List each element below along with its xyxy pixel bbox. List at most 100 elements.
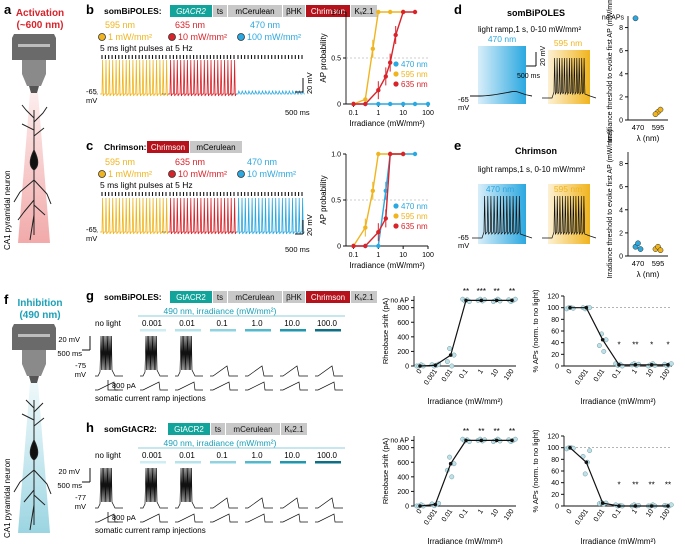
x-tick-label: 0.01	[593, 508, 607, 523]
mean-point	[479, 298, 484, 303]
scale-v: 20 mV	[305, 214, 314, 236]
series-line	[353, 11, 415, 105]
construct-part: βHK	[286, 293, 302, 302]
data-point	[412, 101, 418, 107]
data-point	[393, 32, 398, 38]
y-tick-label: 0	[337, 102, 341, 109]
legend-label: 595 nm	[401, 212, 428, 221]
data-point	[387, 60, 393, 65]
y-tick-label: 6	[619, 48, 623, 55]
scale-t: 500 ms	[285, 245, 310, 254]
significance-star: **	[632, 340, 638, 349]
legend-marker	[393, 223, 399, 229]
construct-kv21: Kᵥ2.1	[354, 7, 374, 16]
data-point	[376, 230, 381, 235]
x-tick-label: 0.1	[349, 252, 359, 259]
current-ramp	[210, 513, 238, 523]
construct-label: somBiPOLES:	[104, 6, 162, 16]
x-tick-label: 1	[631, 368, 639, 375]
data-point	[370, 188, 376, 193]
significance-star: ***	[477, 287, 486, 296]
mean-point	[494, 438, 499, 443]
voltage-trace	[95, 467, 123, 509]
pulse-ticks	[237, 55, 303, 59]
construct-bar-b: somBiPOLES: GtACR2 ts mCerulean βHK Chri…	[104, 5, 377, 17]
y-tick-label: 60	[551, 469, 559, 476]
cond-marker	[168, 33, 176, 41]
trace-path	[100, 197, 169, 235]
y-tick-label: 800	[397, 445, 409, 452]
current-ramp	[245, 381, 273, 391]
cond-irr: 10 mW/mm²	[247, 169, 296, 179]
mean-point	[600, 501, 605, 505]
scale-bar	[526, 52, 537, 67]
pulse-protocol: 5 ms light pulses at 5 Hz	[100, 180, 193, 190]
irradiance-level: 1.0	[251, 451, 263, 460]
voltage-trace-470	[230, 197, 305, 235]
light-bar	[210, 461, 236, 464]
blue-ramp	[478, 184, 526, 244]
current-ramp	[315, 513, 343, 523]
panel-title-e: Chrimson	[515, 146, 557, 156]
significance-star: **	[463, 427, 469, 436]
voltage-trace-595	[94, 59, 169, 97]
panel-a: a Activation (~600 nm) CA1 pyramidal neu…	[3, 2, 64, 250]
mean-point	[464, 438, 468, 443]
data-point	[444, 359, 450, 365]
y-tick-label: 40	[551, 340, 559, 347]
data-point	[635, 240, 641, 247]
legend-label: 470 nm	[401, 202, 428, 211]
data-point	[482, 297, 488, 303]
vrest-label: -75	[75, 361, 86, 370]
construct-box	[351, 291, 377, 303]
data-point	[383, 216, 388, 221]
x-tick-label: 0.01	[441, 508, 455, 523]
y-tick-label: 2	[619, 230, 623, 237]
axes	[413, 296, 516, 367]
data-point	[376, 88, 381, 93]
y-axis-label: Rheobase shift (pA)	[381, 297, 390, 364]
current-ramp	[210, 381, 238, 391]
construct-part: mCerulean	[235, 293, 274, 302]
data-point	[601, 348, 607, 354]
panel-letter-b: b	[86, 2, 94, 17]
y-axis-label: Irradiance threshold to evoke first AP (…	[607, 0, 614, 143]
data-point	[587, 448, 593, 454]
no-light-label: no light	[95, 451, 122, 460]
x-tick-label: 0.01	[593, 368, 607, 383]
current-ramp	[280, 513, 308, 523]
x-tick-label: 595	[652, 259, 665, 268]
panel-letter-c: c	[86, 138, 93, 153]
data-point	[400, 151, 406, 157]
chart-b-ap-probability: 0 0.5 1.0 0.1 1 10 100 Irradiance (mW/mm²) AP pr…	[319, 10, 434, 129]
scale-t: 500 ms	[57, 349, 82, 358]
x-tick-label: 100	[503, 368, 515, 382]
x-tick-label: 1	[631, 508, 639, 515]
scale-t: 500 ms	[285, 108, 310, 117]
voltage-trace	[140, 467, 168, 509]
x-tick-label: 0.001	[574, 508, 590, 526]
mean-point	[464, 298, 468, 303]
mean-point	[584, 305, 589, 310]
light-bar	[280, 461, 306, 464]
panel-d: d somBiPOLES light ramp,1 s, 0-10 mW/mm²…	[454, 2, 597, 112]
trace-path	[168, 59, 237, 97]
mean-point	[433, 363, 438, 368]
data-point	[383, 188, 388, 193]
y-tick-label: 100	[547, 445, 559, 452]
data-point	[363, 101, 368, 107]
light-bar	[280, 329, 306, 332]
data-point	[363, 225, 368, 230]
construct-part: ts	[215, 425, 221, 434]
x-tick-label: 0	[566, 368, 574, 375]
ramp-trace-470	[472, 195, 533, 239]
x-tick-label: 0.1	[458, 508, 469, 520]
ramp-trace-595	[542, 195, 597, 239]
x-axis-label: Irradiance (mW/mm²)	[427, 537, 503, 544]
pulse-protocol: 5 ms light pulses at 5 Hz	[100, 43, 193, 53]
construct-box	[281, 423, 307, 435]
construct-part: Kᵥ2.1	[284, 425, 304, 434]
legend-marker	[393, 203, 399, 209]
y-tick-label: 200	[397, 349, 409, 356]
